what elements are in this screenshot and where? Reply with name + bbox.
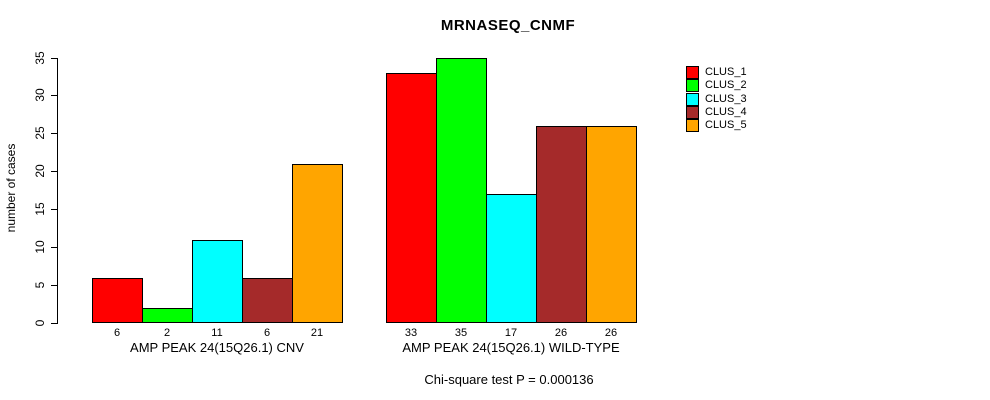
x-category-label: AMP PEAK 24(15Q26.1) CNV (130, 340, 304, 355)
y-tick-label: 30 (33, 88, 47, 103)
y-axis-title: number of cases (4, 143, 18, 233)
chi-square-annotation: Chi-square test P = 0.000136 (424, 372, 594, 387)
bar-value-label: 33 (404, 327, 418, 339)
y-tick-label: 35 (33, 50, 47, 65)
legend-label: CLUS_4 (705, 106, 747, 118)
bar (192, 240, 243, 323)
y-tick-label: 15 (33, 202, 47, 216)
bar (536, 126, 587, 323)
legend-label: CLUS_5 (705, 119, 747, 131)
y-tick-label: 0 (33, 319, 47, 326)
y-tick (51, 95, 58, 97)
bar (436, 58, 487, 323)
legend-swatch (686, 93, 699, 106)
y-tick (51, 322, 58, 324)
bar-value-label: 26 (554, 327, 568, 339)
legend-swatch (686, 79, 699, 92)
bar-value-label: 2 (163, 327, 171, 339)
y-tick-label: 25 (33, 126, 47, 140)
bar (386, 73, 437, 323)
bar-value-label: 11 (211, 327, 223, 339)
y-tick (51, 171, 58, 173)
y-tick (51, 57, 58, 59)
bar-value-label: 35 (454, 327, 468, 339)
bar-value-label: 6 (263, 327, 271, 339)
legend-swatch (686, 119, 699, 132)
x-category-label: AMP PEAK 24(15Q26.1) WILD-TYPE (402, 340, 620, 355)
y-tick (51, 284, 58, 286)
legend-label: CLUS_3 (705, 93, 747, 105)
chart-title: MRNASEQ_CNMF (440, 17, 576, 34)
bar (142, 308, 193, 323)
bar-value-label: 6 (113, 327, 121, 339)
y-tick-label: 20 (33, 164, 47, 178)
legend-label: CLUS_2 (705, 79, 747, 91)
y-axis-line (57, 57, 58, 324)
legend-swatch (686, 66, 699, 79)
y-tick-label: 10 (33, 240, 47, 254)
bar (586, 126, 637, 323)
legend-label: CLUS_1 (705, 66, 747, 78)
bar (92, 278, 143, 323)
bar-value-label: 26 (604, 327, 618, 339)
y-tick-label: 5 (33, 281, 47, 288)
bar (292, 164, 343, 323)
bar-value-label: 21 (310, 327, 324, 339)
legend-swatch (686, 106, 699, 119)
y-tick (51, 208, 58, 210)
y-tick (51, 133, 58, 135)
bar (242, 278, 293, 323)
y-tick (51, 246, 58, 248)
bar (486, 194, 537, 323)
bar-value-label: 17 (504, 327, 518, 339)
